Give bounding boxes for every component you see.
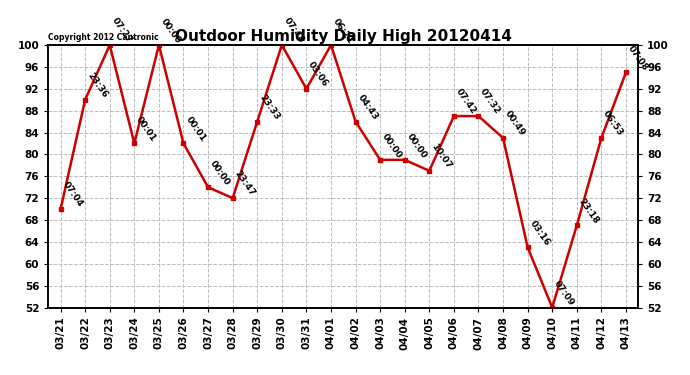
Text: 00:01: 00:01 — [135, 115, 158, 144]
Text: 23:33: 23:33 — [257, 93, 281, 122]
Text: 03:06: 03:06 — [306, 60, 330, 89]
Text: 07:09: 07:09 — [552, 279, 576, 308]
Text: 04:43: 04:43 — [355, 93, 380, 122]
Text: 06:21: 06:21 — [331, 16, 355, 45]
Text: Copyright 2012 Cantronic: Copyright 2012 Cantronic — [48, 33, 159, 42]
Text: 07:27: 07:27 — [110, 16, 134, 45]
Text: 23:18: 23:18 — [577, 197, 600, 225]
Text: 00:01: 00:01 — [184, 115, 207, 144]
Text: 06:53: 06:53 — [602, 110, 625, 138]
Text: 00:00: 00:00 — [380, 132, 404, 160]
Title: Outdoor Humidity Daily High 20120414: Outdoor Humidity Daily High 20120414 — [175, 29, 512, 44]
Text: 23:36: 23:36 — [85, 71, 109, 100]
Text: 00:00: 00:00 — [405, 132, 428, 160]
Text: 00:49: 00:49 — [503, 110, 527, 138]
Text: 07:32: 07:32 — [478, 87, 502, 116]
Text: 10:07: 10:07 — [429, 142, 453, 171]
Text: 07:08: 07:08 — [626, 44, 650, 72]
Text: 07:42: 07:42 — [454, 87, 477, 116]
Text: 23:47: 23:47 — [233, 169, 257, 198]
Text: 07:48: 07:48 — [282, 16, 306, 45]
Text: 00:00: 00:00 — [208, 159, 232, 187]
Text: 03:16: 03:16 — [528, 219, 551, 248]
Text: 07:04: 07:04 — [61, 180, 84, 209]
Text: 00:00: 00:00 — [159, 17, 182, 45]
